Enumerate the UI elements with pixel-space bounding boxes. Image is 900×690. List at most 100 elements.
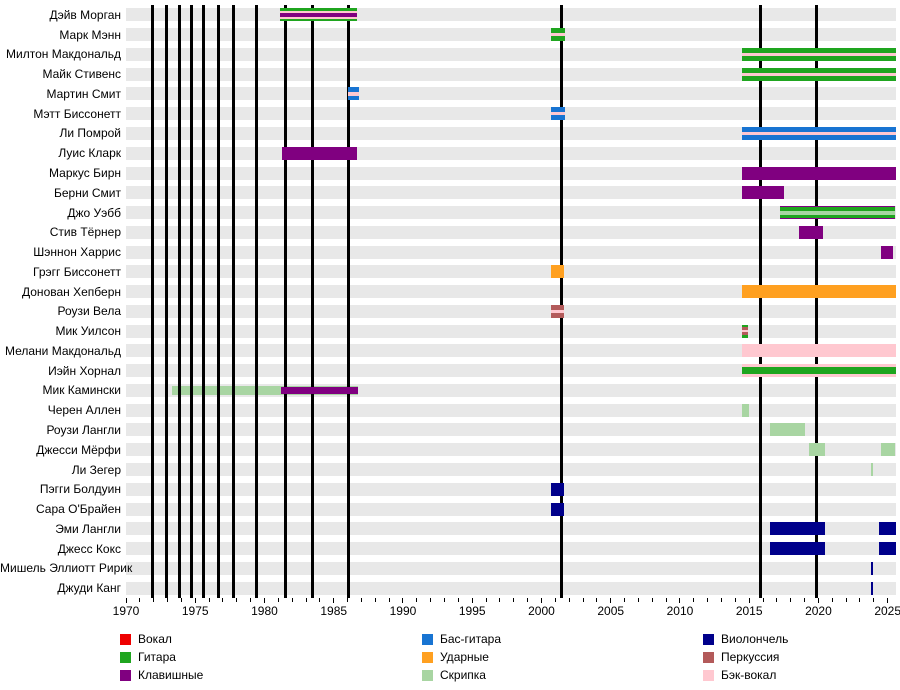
member-label: Мэтт Биссонетт	[33, 106, 121, 121]
role-stripe-guitar	[551, 28, 565, 34]
member-tenure-bar	[742, 67, 896, 81]
member-tenure-bar	[742, 403, 750, 417]
legend-item-vocals: Вокал	[120, 630, 422, 648]
member-tenure-bar	[880, 245, 894, 259]
member-tenure-bar	[742, 324, 749, 338]
row-band	[126, 581, 896, 595]
role-stripe-guitar	[742, 67, 896, 73]
role-stripe-drums	[551, 265, 564, 279]
year-tick	[887, 598, 889, 603]
member-label: Роузи Вела	[57, 304, 121, 319]
row-band	[126, 344, 896, 358]
role-stripe-keys	[880, 245, 894, 259]
member-label: Шэннон Харрис	[33, 245, 121, 260]
member-tenure-bar	[879, 522, 896, 536]
year-tick	[236, 598, 238, 602]
year-tick	[762, 598, 764, 602]
member-label: Маркус Бирн	[49, 166, 121, 181]
year-tick	[693, 598, 695, 602]
role-stripe-bass	[551, 107, 565, 113]
role-stripe-cello	[769, 522, 825, 536]
year-tick-label: 2000	[528, 604, 555, 618]
member-label: Джесси Мёрфи	[36, 442, 121, 457]
role-stripe-keys	[279, 13, 358, 17]
legend-label: Гитара	[138, 650, 176, 664]
legend-item-percussion: Перкуссия	[703, 648, 788, 666]
member-tenure-bar	[551, 107, 565, 121]
member-tenure-bar	[551, 304, 564, 318]
year-tick-label: 1970	[112, 604, 140, 618]
year-tick	[125, 598, 127, 603]
role-stripe-cello	[879, 522, 896, 536]
member-tenure-bar	[551, 265, 564, 279]
year-tick	[499, 598, 501, 602]
year-tick	[319, 598, 321, 602]
year-tick	[485, 598, 487, 602]
row-band	[126, 403, 896, 417]
member-tenure-bar	[742, 285, 896, 299]
role-stripe-bass	[551, 115, 565, 121]
role-stripe-backing	[742, 72, 896, 76]
member-tenure-bar	[769, 542, 825, 556]
role-stripe-violin	[769, 423, 805, 437]
member-tenure-bar	[742, 166, 896, 180]
row-band	[126, 423, 896, 437]
year-tick	[596, 598, 598, 602]
album-release-line	[231, 5, 235, 598]
member-label: Джо Уэбб	[67, 205, 121, 220]
row-band	[126, 542, 896, 556]
member-tenure-bar	[871, 561, 874, 575]
role-stripe-keys	[282, 146, 358, 160]
album-release-line	[216, 5, 220, 598]
legend-swatch-bass	[422, 633, 433, 645]
row-band	[126, 225, 896, 239]
legend-item-drums: Ударные	[422, 648, 703, 666]
year-tick	[707, 598, 709, 602]
member-label: Роузи Лангли	[46, 422, 121, 437]
year-tick	[263, 598, 265, 603]
role-stripe-drums	[742, 285, 896, 299]
year-tick	[568, 598, 570, 602]
album-release-line	[202, 5, 206, 598]
role-stripe-bass	[742, 135, 896, 140]
album-release-line	[347, 5, 351, 598]
legend-label: Бас-гитара	[440, 632, 502, 646]
row-band	[126, 463, 896, 477]
year-tick-label: 1980	[251, 604, 278, 618]
role-stripe-keys	[779, 217, 895, 220]
year-tick-label: 1985	[320, 604, 348, 618]
member-tenure-bar	[551, 482, 564, 496]
row-band	[126, 126, 896, 140]
year-tick	[721, 598, 722, 602]
role-stripe-violin	[171, 385, 358, 395]
album-release-line	[165, 5, 169, 598]
member-label: Иэйн Хорнал	[48, 363, 121, 378]
role-stripe-bass	[347, 95, 359, 101]
member-label: Марк Мэнн	[59, 27, 121, 42]
role-stripe-guitar	[742, 56, 896, 61]
role-stripe-cello	[871, 561, 874, 575]
role-stripe-guitar	[742, 47, 896, 53]
role-stripe-keys	[742, 186, 784, 200]
member-label: Мелани Макдональд	[4, 343, 121, 358]
member-tenure-bar	[282, 146, 358, 160]
member-label: Луис Кларк	[58, 146, 121, 161]
legend-label: Ударные	[440, 650, 489, 664]
role-stripe-violin	[779, 210, 895, 215]
year-tick-label: 1995	[458, 604, 486, 618]
role-stripe-backing	[551, 112, 565, 116]
member-tenure-bar	[742, 126, 896, 140]
role-stripe-percussion	[551, 313, 564, 318]
year-tick-label: 2010	[666, 604, 694, 618]
year-tick	[679, 598, 681, 603]
member-label: Ли Зегер	[71, 462, 121, 477]
year-tick	[402, 598, 404, 603]
role-stripe-backing	[279, 10, 358, 14]
year-tick	[374, 598, 376, 602]
year-tick	[554, 598, 556, 602]
year-tick	[513, 598, 515, 602]
row-band	[126, 265, 896, 279]
row-band	[126, 28, 896, 42]
role-stripe-guitar	[779, 207, 895, 211]
member-tenure-bar	[551, 502, 564, 516]
